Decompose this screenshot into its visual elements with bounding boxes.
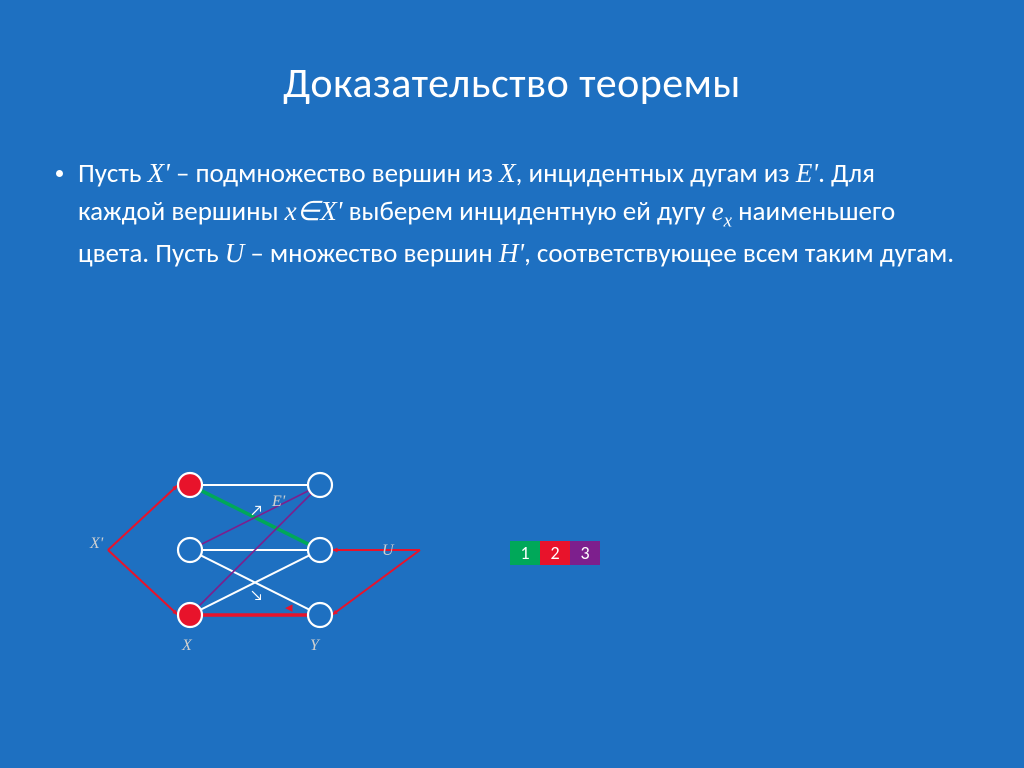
legend-box-3: 3: [570, 541, 600, 565]
legend-box-2: 2: [540, 541, 570, 565]
math-U: U: [225, 238, 245, 268]
legend-box-1: 1: [510, 541, 540, 565]
label-U: U: [382, 542, 394, 560]
math-X: X: [499, 158, 516, 188]
label-Y: Y: [310, 637, 319, 655]
math-H-prime: H': [499, 238, 524, 268]
slide-title: Доказательство теоремы: [0, 0, 1024, 109]
label-E-prime: E': [272, 493, 285, 511]
bullet-marker: [56, 170, 63, 177]
math-in: ∈: [297, 196, 321, 226]
label-X-prime: X': [90, 535, 103, 553]
math-E-prime: E': [796, 158, 818, 188]
math-x: x: [285, 196, 297, 226]
text-seg: , соответствующее всем таким дугам.: [524, 237, 954, 270]
svg-text:◂: ◂: [285, 599, 293, 617]
math-e-sub: x: [724, 210, 732, 231]
slide: Доказательство теоремы Пусть X' – подмно…: [0, 0, 1024, 768]
text-seg: , инцидентных дугам из: [516, 157, 796, 190]
math-X-prime2: X': [320, 196, 342, 226]
graph-diagram: ↗↘◂ X' E' U X Y: [100, 470, 450, 700]
body-paragraph: Пусть X' – подмножество вершин из X, инц…: [78, 155, 958, 272]
text-seg: – множество вершин: [244, 237, 499, 270]
text-seg: Пусть: [78, 157, 148, 190]
math-X-prime: X': [148, 158, 170, 188]
text-seg: – подмножество вершин из: [170, 157, 499, 190]
svg-text:↗: ↗: [250, 502, 263, 520]
color-legend: 1 2 3: [510, 541, 600, 565]
math-e: e: [712, 196, 724, 226]
svg-text:↘: ↘: [250, 587, 263, 605]
label-X: X: [182, 637, 192, 655]
text-seg: выберем инцидентную ей дугу: [342, 195, 711, 228]
